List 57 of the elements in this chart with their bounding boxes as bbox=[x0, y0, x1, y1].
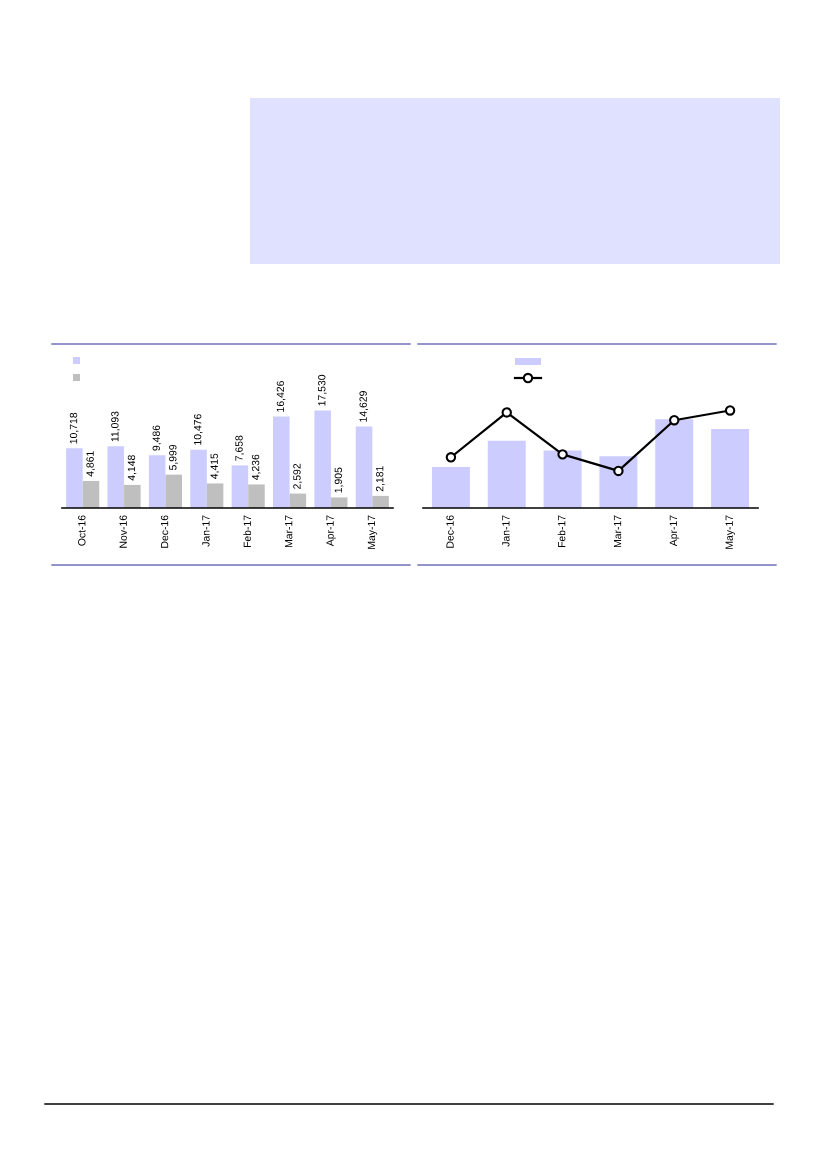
bar bbox=[711, 429, 750, 508]
bar bbox=[248, 484, 265, 508]
x-tick-label: May-17 bbox=[725, 515, 735, 549]
data-label: 14,629 bbox=[359, 391, 369, 422]
x-tick-label: Feb-17 bbox=[557, 515, 566, 548]
point bbox=[501, 407, 512, 418]
point bbox=[445, 452, 457, 463]
bar bbox=[190, 449, 207, 508]
data-label: 4,148 bbox=[127, 455, 137, 481]
x-tick-label: Jan-17 bbox=[202, 515, 210, 547]
bar bbox=[124, 484, 141, 508]
bar bbox=[655, 419, 694, 508]
data-label: 9,486 bbox=[152, 425, 162, 451]
x-tick-label: Nov-16 bbox=[119, 515, 127, 548]
bar bbox=[273, 416, 290, 508]
point bbox=[557, 449, 568, 460]
x-tick-label: Mar-17 bbox=[285, 515, 293, 548]
data-label: 1,905 bbox=[334, 467, 344, 493]
x-tick-label: Mar-17 bbox=[613, 515, 622, 548]
data-label: 2,592 bbox=[293, 463, 302, 489]
bar bbox=[330, 497, 348, 508]
point bbox=[724, 405, 736, 416]
bar bbox=[314, 410, 331, 508]
data-label: 4,415 bbox=[210, 453, 220, 480]
x-tick-label: May-17 bbox=[367, 515, 378, 549]
x-tick-label: Dec-16 bbox=[160, 515, 169, 548]
x-tick-label: Feb-17 bbox=[243, 515, 251, 548]
x-tick-label: Jan-17 bbox=[502, 515, 510, 547]
x-tick-label: Oct-16 bbox=[78, 515, 86, 546]
data-label: 5,999 bbox=[169, 444, 178, 471]
data-label: 10,718 bbox=[69, 412, 79, 444]
bar bbox=[82, 480, 100, 508]
bar bbox=[66, 448, 83, 508]
data-label: 4,861 bbox=[86, 451, 95, 477]
data-label: 11,093 bbox=[111, 411, 120, 442]
data-label: 10,476 bbox=[193, 414, 203, 445]
point bbox=[669, 415, 680, 426]
data-label: 16,426 bbox=[276, 381, 286, 412]
bar bbox=[599, 456, 638, 508]
point bbox=[613, 465, 624, 477]
data-label: 4,236 bbox=[251, 454, 261, 481]
bar bbox=[206, 483, 224, 508]
x-tick-label: Apr-17 bbox=[326, 515, 336, 547]
x-tick-label: Dec-16 bbox=[446, 515, 454, 548]
bar bbox=[165, 474, 182, 508]
bar bbox=[355, 426, 373, 508]
bar bbox=[372, 495, 389, 508]
bar bbox=[431, 467, 470, 508]
bar bbox=[487, 440, 526, 508]
bar bbox=[148, 455, 166, 508]
bar bbox=[107, 446, 125, 508]
bar bbox=[543, 450, 582, 508]
data-label: 17,530 bbox=[318, 374, 327, 406]
data-label: 7,658 bbox=[235, 435, 244, 461]
data-label: 2,181 bbox=[376, 466, 385, 492]
bar bbox=[231, 465, 249, 508]
x-tick-label: Apr-17 bbox=[669, 515, 680, 547]
